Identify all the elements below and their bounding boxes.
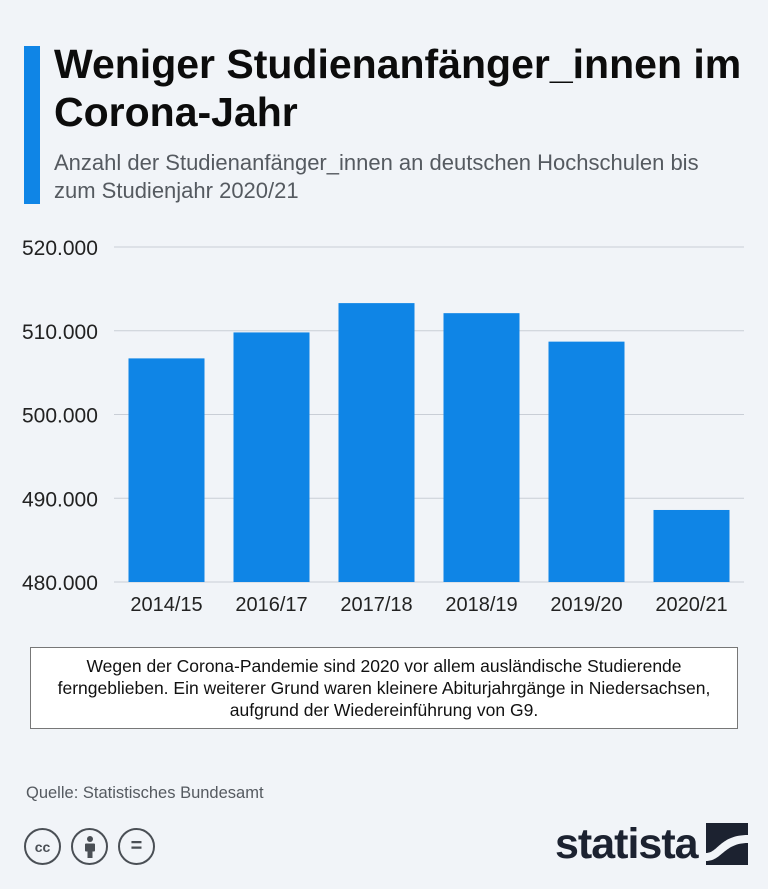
- accent-bar: [24, 46, 40, 204]
- x-tick-label: 2014/15: [130, 594, 202, 616]
- y-tick-label: 490.000: [22, 488, 98, 511]
- cc-icon[interactable]: cc: [24, 828, 61, 865]
- x-tick-label: 2017/18: [340, 594, 412, 616]
- person-glyph: [84, 835, 95, 858]
- attribution-icon[interactable]: [71, 828, 108, 865]
- license-icons: cc =: [24, 828, 155, 865]
- statista-mark-icon: [705, 823, 748, 865]
- bar: [653, 509, 730, 582]
- no-derivatives-icon[interactable]: =: [118, 828, 155, 865]
- source-credit: Quelle: Statistisches Bundesamt: [26, 784, 264, 802]
- cc-icon-glyph: cc: [34, 838, 51, 855]
- equals-glyph: =: [130, 835, 143, 857]
- y-tick-label: 500.000: [22, 405, 98, 428]
- y-tick-label: 480.000: [22, 572, 98, 595]
- x-tick-label: 2019/20: [550, 594, 622, 616]
- chart-title: Weniger Studienanfänger_innen im Corona-…: [54, 41, 742, 135]
- brand-wordmark: statista: [555, 820, 699, 868]
- x-tick-label: 2020/21: [655, 594, 727, 616]
- bar: [338, 303, 415, 582]
- statista-logo[interactable]: statista: [555, 819, 748, 869]
- bar-chart: 480.000 490.000 500.000 510.000 520.000 2014/…: [22, 237, 744, 616]
- y-tick-label: 520.000: [22, 237, 98, 260]
- annotation-note: Wegen der Corona-Pandemie sind 2020 vor …: [30, 647, 738, 729]
- x-tick-label: 2018/19: [445, 594, 517, 616]
- bar: [548, 341, 625, 582]
- chart-subtitle: Anzahl der Studienanfänger_innen an deut…: [54, 150, 699, 203]
- x-tick-label: 2016/17: [235, 594, 307, 616]
- bar: [443, 313, 520, 582]
- bar: [233, 332, 310, 582]
- bar: [128, 358, 205, 582]
- y-tick-label: 510.000: [22, 321, 98, 344]
